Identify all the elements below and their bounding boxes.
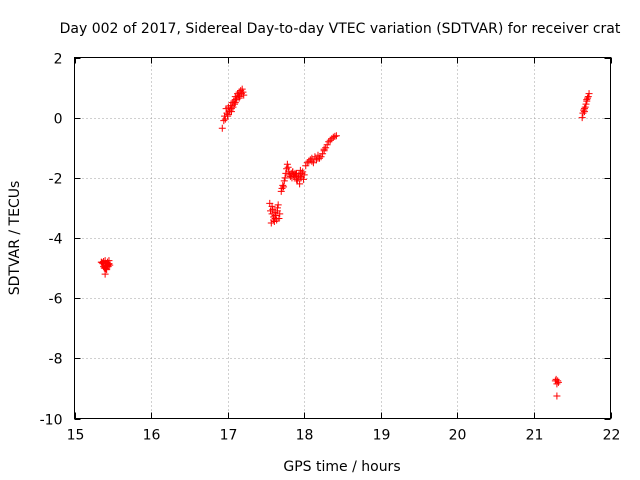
data-point — [302, 162, 310, 170]
data-point — [326, 136, 334, 144]
x-tick-label: 16 — [143, 428, 161, 444]
data-point — [325, 138, 333, 146]
x-axis-label: GPS time / hours — [283, 459, 400, 475]
data-point — [329, 133, 337, 141]
data-point — [289, 168, 297, 176]
data-point — [235, 94, 243, 102]
data-point — [317, 153, 325, 161]
data-point — [231, 100, 239, 108]
grid-lines — [74, 57, 611, 419]
data-point — [322, 144, 330, 152]
x-tick-label: 15 — [67, 428, 85, 444]
data-point — [554, 377, 562, 385]
data-point — [331, 132, 339, 140]
data-point — [578, 114, 586, 122]
data-point — [580, 105, 588, 113]
data-point — [300, 171, 308, 179]
data-point — [296, 166, 304, 174]
data-point — [281, 174, 289, 182]
x-tick-label: 18 — [296, 428, 314, 444]
y-tick-label: -4 — [49, 232, 63, 248]
data-point — [579, 109, 587, 117]
data-point — [580, 106, 588, 114]
data-point — [277, 187, 285, 195]
data-point — [239, 88, 247, 96]
data-point — [101, 270, 109, 278]
data-point — [268, 202, 276, 210]
data-point — [314, 154, 322, 162]
data-point — [312, 156, 320, 164]
data-points — [97, 85, 593, 400]
data-point — [238, 85, 246, 93]
data-point — [554, 378, 562, 386]
data-point — [332, 132, 340, 140]
data-point — [100, 257, 108, 265]
data-point — [293, 169, 301, 177]
data-point — [293, 175, 301, 183]
y-tick-label: -10 — [40, 413, 63, 429]
data-point — [553, 392, 561, 400]
x-tick-label: 22 — [603, 428, 621, 444]
data-point — [283, 160, 291, 168]
data-point — [274, 201, 282, 209]
data-point — [227, 105, 235, 113]
data-point — [220, 117, 228, 125]
data-point — [582, 100, 590, 108]
data-point — [296, 180, 304, 188]
x-tick-label: 21 — [526, 428, 544, 444]
data-point — [279, 181, 287, 189]
x-tick-label: 17 — [220, 428, 238, 444]
data-point — [229, 103, 237, 111]
data-point — [226, 106, 234, 114]
data-point — [102, 265, 110, 273]
data-point — [218, 124, 226, 132]
data-point — [308, 157, 316, 165]
data-point — [323, 141, 331, 149]
y-tick-label: 2 — [54, 52, 63, 68]
data-point — [553, 380, 561, 388]
data-point — [319, 150, 327, 158]
data-point — [584, 93, 592, 101]
y-tick-label: -6 — [49, 292, 63, 308]
y-axis-label: SDTVAR / TECUs — [7, 181, 23, 296]
data-point — [296, 172, 304, 180]
data-point — [105, 257, 113, 265]
data-point — [240, 91, 248, 99]
y-tick-label: -2 — [49, 172, 63, 188]
data-point — [303, 159, 311, 167]
data-point — [268, 210, 276, 218]
data-point — [585, 90, 593, 98]
data-point — [311, 153, 319, 161]
data-point — [272, 211, 280, 219]
data-point — [101, 263, 109, 271]
chart-title: Day 002 of 2017, Sidereal Day-to-day VTE… — [60, 21, 621, 37]
data-point — [280, 177, 288, 185]
y-tick-label: 0 — [54, 112, 63, 128]
data-point — [271, 214, 279, 222]
data-point — [284, 163, 292, 171]
data-point — [278, 184, 286, 192]
data-point — [584, 94, 592, 102]
data-point — [224, 112, 232, 120]
data-point — [299, 175, 307, 183]
data-point — [232, 96, 240, 104]
y-tick-label: -8 — [49, 352, 63, 368]
data-point — [236, 93, 244, 101]
data-point — [306, 156, 314, 164]
data-point — [309, 159, 317, 167]
x-tick-label: 19 — [373, 428, 391, 444]
data-point — [280, 183, 288, 191]
x-tick-label: 20 — [449, 428, 467, 444]
data-point — [231, 99, 239, 107]
data-point — [104, 260, 112, 268]
data-point — [320, 145, 328, 153]
data-point — [583, 96, 591, 104]
data-point — [581, 103, 589, 111]
data-point — [270, 216, 278, 224]
data-point — [273, 207, 281, 215]
data-point — [98, 259, 106, 267]
